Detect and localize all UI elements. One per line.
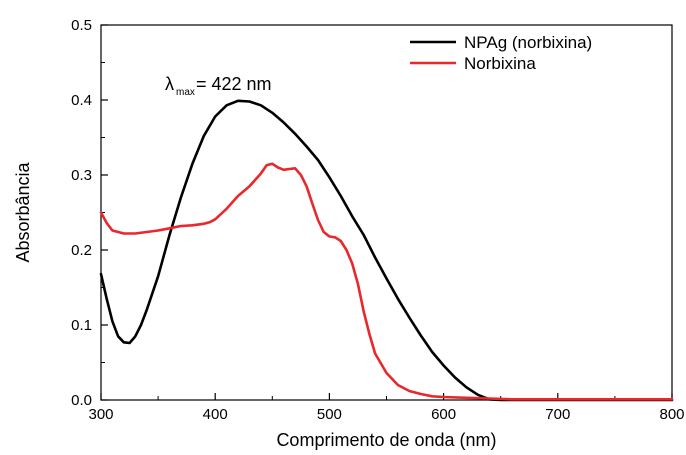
x-tick-label: 400 [203,406,228,423]
y-tick-label: 0.0 [71,392,92,409]
series-line-norbixina [99,162,674,401]
plot-frame [100,24,673,401]
annotation-subscript: max [176,87,195,98]
x-tick-label: 600 [431,406,456,423]
x-tick-label: 800 [659,406,684,423]
x-tick-label: 700 [545,406,570,423]
x-tick-label: 300 [88,406,113,423]
series-line-npag-norbixina [99,99,674,402]
y-axis-title: Absorbância [13,161,33,262]
x-tick-label: 500 [317,406,342,423]
y-tick-label: 0.1 [71,317,92,334]
legend-label: Norbixina [464,54,536,73]
y-tick-label: 0.4 [71,92,92,109]
x-axis-title: Comprimento de onda (nm) [276,430,496,450]
annotation-lambda-max: λ max = 422 nm [165,74,272,98]
annotation-value: = 422 nm [196,74,272,94]
annotation-symbol: λ [165,74,174,94]
y-tick-label: 0.3 [71,167,92,184]
legend: NPAg (norbixina) Norbixina [410,33,592,73]
legend-label: NPAg (norbixina) [464,33,592,52]
y-tick-label: 0.5 [71,17,92,34]
y-tick-label: 0.2 [71,242,92,259]
